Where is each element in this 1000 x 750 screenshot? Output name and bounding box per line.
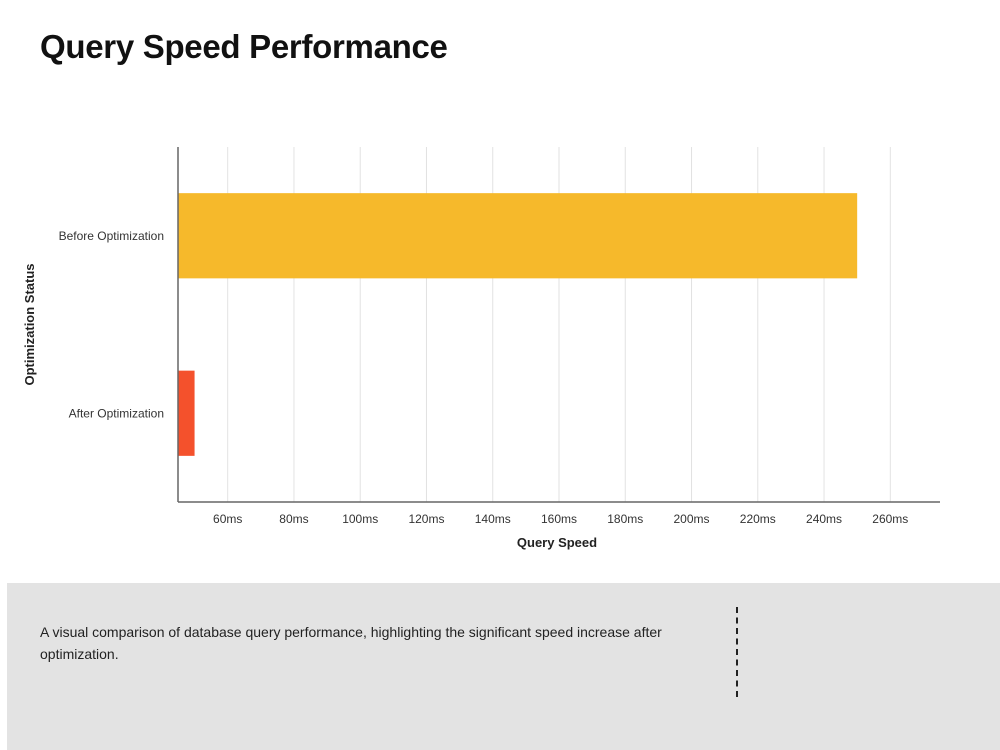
y-category-labels: Before Optimization After Optimization: [59, 229, 164, 421]
x-tick-labels: 60ms 80ms 100ms 120ms 140ms 160ms 180ms 200ms 22…: [213, 512, 908, 526]
x-tick-label: 160ms: [541, 512, 577, 526]
x-tick-label: 260ms: [872, 512, 908, 526]
bar-before-optimization: [178, 193, 858, 279]
x-tick-label: 120ms: [408, 512, 444, 526]
x-tick-label: 220ms: [740, 512, 776, 526]
axes: [177, 147, 940, 503]
chart-description: A visual comparison of database query pe…: [40, 624, 662, 662]
bars: [178, 193, 858, 456]
bar-chart: 60ms 80ms 100ms 120ms 140ms 160ms 180ms 200ms 22…: [22, 147, 940, 550]
y-axis-title: Optimization Status: [22, 263, 37, 385]
page-title: Query Speed Performance: [40, 28, 448, 65]
description-panel: A visual comparison of database query pe…: [7, 583, 1000, 750]
x-tick-label: 100ms: [342, 512, 378, 526]
bar-after-optimization: [178, 370, 195, 456]
x-tick-label: 60ms: [213, 512, 242, 526]
x-tick-label: 180ms: [607, 512, 643, 526]
x-tick-label: 80ms: [279, 512, 308, 526]
y-category-label: Before Optimization: [59, 229, 164, 243]
x-tick-label: 240ms: [806, 512, 842, 526]
x-tick-label: 200ms: [674, 512, 710, 526]
y-category-label: After Optimization: [69, 406, 164, 420]
x-tick-label: 140ms: [475, 512, 511, 526]
x-axis-title: Query Speed: [517, 535, 597, 550]
dashed-divider: [736, 607, 738, 697]
